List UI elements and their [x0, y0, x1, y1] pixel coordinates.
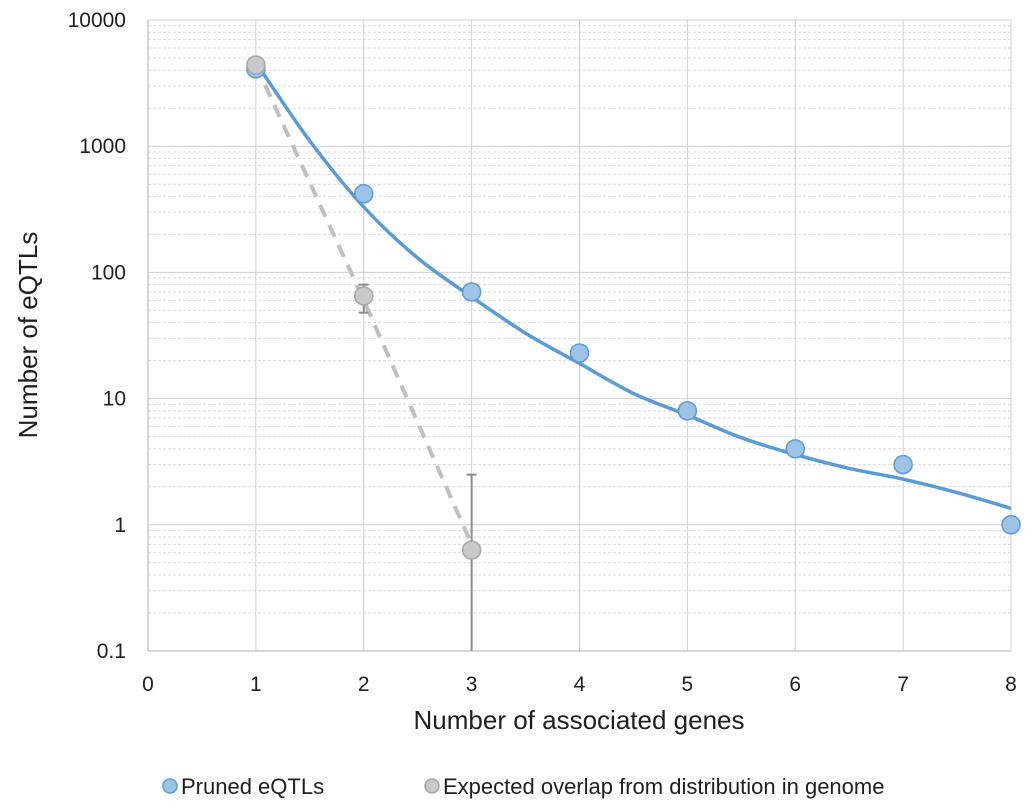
x-axis-title: Number of associated genes: [414, 705, 745, 735]
legend-marker-expected-overlap: [424, 778, 440, 794]
legend-label-pruned-eqtls: Pruned eQTLs: [181, 774, 324, 799]
x-tick-label: 3: [466, 673, 478, 696]
legend-label-expected-overlap: Expected overlap from distribution in ge…: [443, 774, 884, 799]
tick-labels: 0.1 1 10 100 1000 10000 0 1 2 3 4 5 6 7 8: [68, 9, 1017, 696]
expected-overlap-point: [461, 540, 482, 560]
expected-overlap-point: [246, 55, 266, 75]
axes: [147, 20, 1011, 652]
legend-marker-pruned-eqtls: [162, 778, 178, 794]
y-tick-label: 0.1: [97, 640, 126, 663]
pruned-trendline: [254, 61, 1012, 511]
x-tick-label: 2: [358, 673, 370, 696]
pruned-eqtl-point: [677, 401, 698, 421]
y-tick-label: 10: [103, 388, 126, 411]
x-tick-label: 8: [1005, 673, 1017, 696]
x-tick-label: 0: [142, 673, 154, 696]
legend: Pruned eQTLs Expected overlap from distr…: [162, 774, 884, 799]
x-tick-label: 4: [574, 673, 586, 696]
plot-area: [246, 55, 1021, 651]
x-tick-label: 1: [250, 673, 262, 696]
pruned-eqtl-point: [785, 439, 805, 459]
y-tick-label: 1000: [79, 135, 126, 158]
pruned-eqtl-point: [461, 282, 482, 302]
pruned-eqtl-point: [569, 343, 590, 363]
y-axis-title: Number of eQTLs: [13, 232, 43, 439]
y-tick-label: 100: [91, 261, 126, 284]
y-tick-label: 10000: [68, 9, 126, 32]
x-tick-label: 7: [897, 673, 909, 696]
x-tick-label: 5: [682, 673, 694, 696]
expected-overlap-point: [354, 286, 374, 306]
pruned-eqtl-point: [893, 454, 913, 475]
y-tick-label: 1: [114, 514, 126, 537]
pruned-eqtl-point: [354, 183, 374, 204]
x-tick-label: 6: [789, 673, 801, 696]
pruned-eqtl-point: [1001, 515, 1021, 535]
